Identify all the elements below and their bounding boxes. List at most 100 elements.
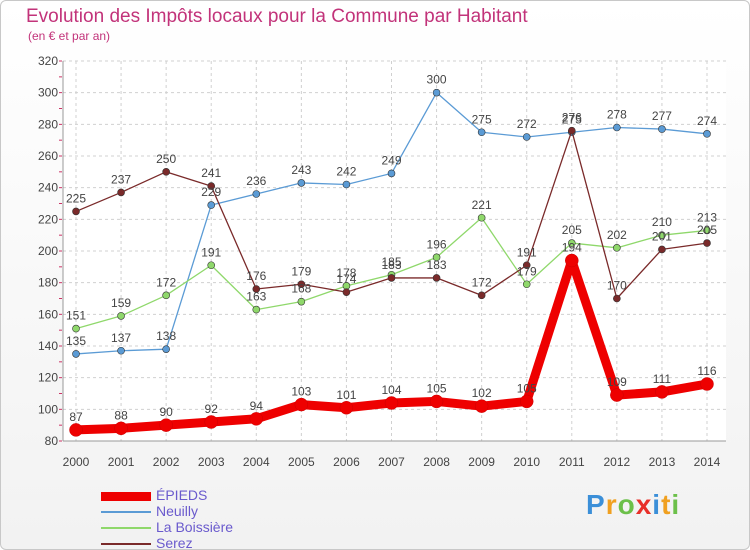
data-label: 179 [291, 264, 311, 278]
data-point [207, 182, 216, 190]
x-tick-label: 2010 [513, 455, 540, 469]
data-point [162, 345, 170, 353]
data-label: 277 [652, 109, 672, 123]
data-point [342, 288, 351, 296]
logo-letter: x [635, 489, 653, 520]
data-point [522, 133, 531, 141]
y-tick-label: 300 [38, 86, 58, 100]
data-label: 159 [111, 296, 131, 310]
data-label: 191 [201, 245, 221, 259]
data-label: 135 [66, 334, 86, 348]
data-label: 105 [517, 381, 537, 395]
data-point [297, 280, 306, 289]
data-label: 300 [427, 73, 447, 87]
data-label: 168 [291, 282, 311, 296]
legend-label: Serez [156, 535, 193, 550]
data-label: 201 [652, 229, 672, 243]
x-tick-label: 2006 [333, 455, 360, 469]
y-tick-label: 180 [38, 276, 58, 290]
data-label: 103 [291, 385, 311, 399]
data-point [294, 397, 309, 412]
data-label: 176 [246, 269, 266, 283]
data-label: 172 [472, 275, 492, 289]
data-point [207, 261, 216, 270]
data-label: 172 [156, 275, 176, 289]
data-point [204, 415, 218, 429]
data-label: 221 [472, 198, 492, 212]
data-point [429, 394, 444, 409]
legend-label: Neuilly [156, 503, 199, 519]
x-tick-label: 2004 [243, 455, 270, 469]
data-point [700, 377, 714, 391]
data-point [613, 123, 621, 132]
logo-letter: o [617, 489, 636, 520]
data-point [703, 130, 711, 138]
data-point [477, 213, 486, 222]
y-tick-label: 120 [38, 371, 58, 385]
data-point [72, 350, 80, 358]
data-label: 202 [607, 228, 627, 242]
data-point [703, 239, 711, 247]
data-label: 104 [381, 383, 401, 397]
logo-letter: r [605, 489, 618, 520]
data-point [655, 385, 669, 399]
data-point [658, 245, 666, 254]
data-label: 179 [517, 264, 537, 278]
data-point [387, 274, 396, 282]
data-point [522, 261, 531, 270]
data-point [387, 169, 396, 178]
data-label: 185 [381, 255, 401, 269]
data-label: 276 [562, 111, 582, 125]
data-label: 109 [607, 375, 627, 389]
data-point [432, 88, 441, 97]
y-tick-label: 200 [38, 244, 58, 258]
x-tick-label: 2013 [649, 455, 676, 469]
data-point [72, 324, 80, 333]
data-label: 250 [156, 152, 176, 166]
y-tick-label: 140 [38, 339, 58, 353]
legend-swatch [101, 491, 151, 501]
legend-swatch [101, 511, 151, 513]
data-label: 92 [205, 402, 219, 416]
x-tick-label: 2014 [694, 455, 721, 469]
x-tick-label: 2002 [153, 455, 180, 469]
data-point [384, 396, 399, 410]
data-point [658, 231, 666, 239]
data-label: 111 [653, 372, 672, 386]
data-point [703, 226, 711, 235]
data-label: 151 [66, 309, 86, 323]
x-tick-label: 2011 [559, 455, 585, 469]
logo-letter: P [586, 489, 606, 520]
legend-swatch [101, 527, 151, 529]
data-point [252, 190, 261, 198]
data-label: 196 [427, 237, 447, 251]
data-label: 137 [111, 331, 131, 345]
data-point [72, 207, 80, 216]
data-point [207, 201, 216, 209]
data-label: 170 [607, 279, 627, 293]
data-point [613, 244, 621, 252]
data-point [249, 412, 264, 426]
y-tick-label: 160 [38, 307, 58, 321]
data-label: 205 [562, 223, 582, 237]
data-label: 272 [517, 117, 537, 131]
data-label: 242 [336, 165, 356, 179]
data-point [117, 346, 125, 355]
data-label: 210 [652, 215, 672, 229]
x-tick-label: 2012 [604, 455, 631, 469]
data-point [159, 418, 173, 432]
data-point [339, 401, 354, 415]
data-label: 183 [427, 258, 447, 272]
data-label: 178 [336, 266, 356, 280]
y-tick-label: 260 [38, 149, 58, 163]
data-label: 116 [697, 364, 716, 378]
data-point [474, 399, 489, 413]
data-point [342, 180, 351, 189]
data-point [162, 168, 170, 176]
data-label: 241 [201, 166, 221, 180]
data-point [565, 253, 579, 268]
data-point [252, 285, 261, 293]
data-label: 90 [159, 405, 173, 419]
x-tick-label: 2007 [378, 455, 405, 469]
data-point [297, 179, 306, 187]
